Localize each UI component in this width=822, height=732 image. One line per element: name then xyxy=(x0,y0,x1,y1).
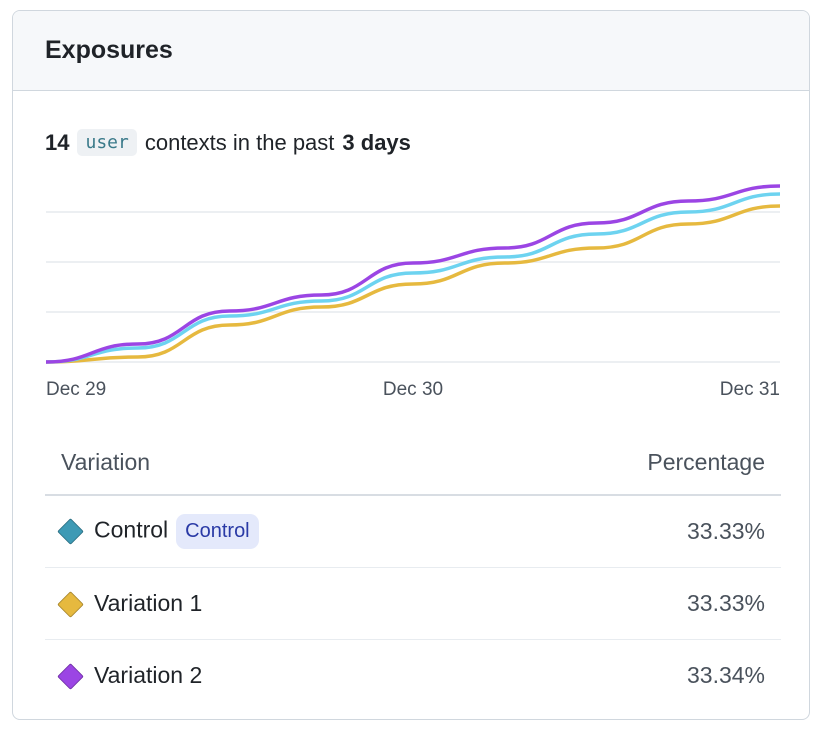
series-line-2 xyxy=(45,184,781,364)
summary-text: contexts in the past xyxy=(144,129,335,155)
x-tick-label: Dec 29 xyxy=(46,379,106,400)
variation-diamond-icon xyxy=(57,663,84,691)
exposures-card: Exposures 14 user contexts in the past 3… xyxy=(12,10,810,720)
table-row: Variation 2 33.34% xyxy=(45,640,781,712)
percentage-cell: 33.33% xyxy=(490,567,781,640)
variation-diamond-icon xyxy=(57,591,84,619)
summary-period: 3 days xyxy=(342,129,411,155)
variation-name: Variation 1 xyxy=(94,590,203,616)
exposures-chart: Dec 29 Dec 30 Dec 31 xyxy=(45,184,781,400)
card-title: Exposures xyxy=(13,11,809,91)
percentage-cell: 33.33% xyxy=(490,495,781,568)
x-tick-label: Dec 31 xyxy=(720,379,780,400)
percentage-cell: 33.34% xyxy=(686,662,765,688)
table-row: Variation 1 33.33% xyxy=(45,567,781,640)
control-badge: Control xyxy=(176,514,259,549)
col-variation: Variation xyxy=(45,441,491,496)
series-line-1 xyxy=(45,192,781,364)
variation-name: Control xyxy=(94,516,169,543)
context-count: 14 xyxy=(45,129,70,155)
variation-cell: Variation 1 xyxy=(45,567,491,640)
variation-name: Variation 2 xyxy=(94,662,203,688)
variation-cell: Variation 2 xyxy=(45,640,491,712)
context-type: user xyxy=(77,129,137,156)
exposure-summary: 14 user contexts in the past 3 days xyxy=(45,129,411,156)
x-tick-label: Dec 30 xyxy=(383,379,443,400)
series-line-0 xyxy=(45,204,781,364)
variation-table: Variation Percentage Control Control 33.33… xyxy=(45,441,781,711)
table-row: Control Control 33.33% xyxy=(45,495,781,568)
col-percentage: Percentage xyxy=(490,441,781,496)
variation-diamond-icon xyxy=(57,518,84,545)
variation-cell: Control Control xyxy=(45,495,491,568)
